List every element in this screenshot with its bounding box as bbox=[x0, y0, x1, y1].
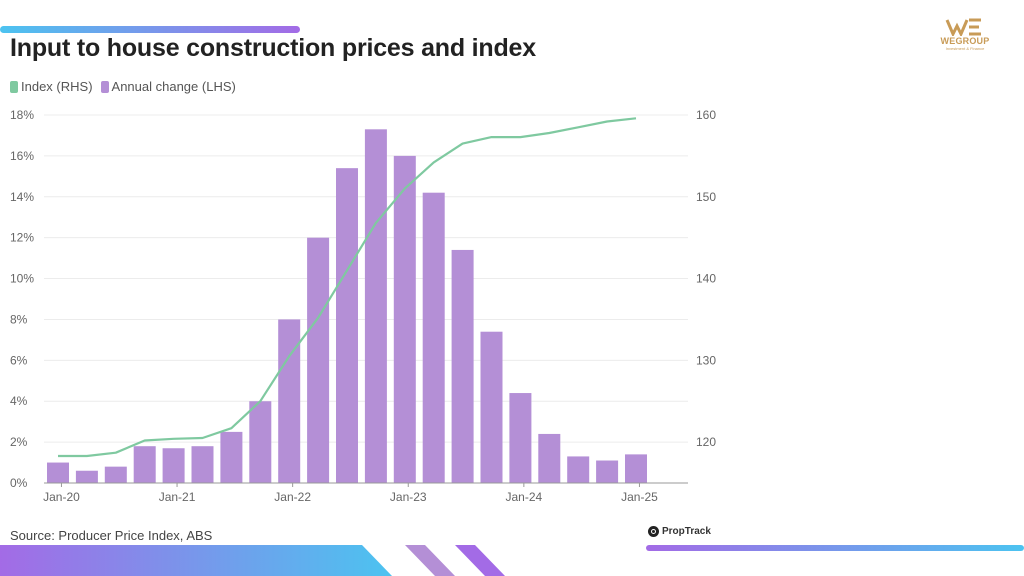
x-tick-label: Jan-20 bbox=[43, 490, 80, 504]
y-left-tick-label: 18% bbox=[10, 108, 34, 122]
y-left-tick-label: 0% bbox=[10, 476, 28, 490]
x-tick-label: Jan-22 bbox=[274, 490, 311, 504]
x-tick-label: Jan-21 bbox=[159, 490, 196, 504]
wegroup-logo-mark bbox=[945, 18, 981, 36]
bar-annual-change bbox=[509, 393, 532, 483]
y-left-tick-label: 6% bbox=[10, 353, 28, 367]
bar-annual-change bbox=[75, 470, 98, 483]
bar-annual-change bbox=[133, 446, 156, 483]
legend-label-change: Annual change (LHS) bbox=[111, 79, 236, 94]
bar-annual-change bbox=[307, 237, 330, 483]
wegroup-logo: WEGROUP Investment & Finance bbox=[930, 18, 1000, 51]
proptrack-logo: PropTrack bbox=[648, 526, 711, 537]
bar-annual-change bbox=[451, 249, 474, 483]
bar-annual-change bbox=[422, 192, 445, 483]
y-right-tick-label: 140 bbox=[696, 272, 716, 286]
x-tick-label: Jan-23 bbox=[390, 490, 427, 504]
source-note: Source: Producer Price Index, ABS bbox=[10, 528, 213, 543]
axis-layer: 0% 2% 4% 6% 8% 10% 12% 14% 16% 18% 120 130 140 150 160… bbox=[10, 108, 716, 504]
bar-annual-change bbox=[567, 456, 590, 483]
bar-annual-change bbox=[336, 168, 358, 483]
bar-annual-change bbox=[625, 454, 647, 483]
x-tick-label: Jan-24 bbox=[505, 490, 542, 504]
bar-annual-change bbox=[364, 129, 387, 484]
legend: Index (RHS) Annual change (LHS) bbox=[10, 79, 236, 94]
y-left-tick-label: 12% bbox=[10, 231, 34, 245]
logo-tagline: Investment & Finance bbox=[945, 46, 985, 51]
bar-annual-change bbox=[104, 466, 127, 483]
proptrack-icon bbox=[648, 526, 659, 537]
logo-name: WEGROUP bbox=[940, 36, 990, 46]
chart-title: Input to house construction prices and i… bbox=[10, 34, 536, 62]
legend-item-index: Index (RHS) bbox=[10, 79, 93, 94]
legend-label-index: Index (RHS) bbox=[21, 79, 93, 94]
y-left-tick-label: 4% bbox=[10, 394, 28, 408]
y-left-tick-label: 14% bbox=[10, 190, 34, 204]
bar-annual-change bbox=[162, 448, 185, 483]
proptrack-label: PropTrack bbox=[662, 526, 711, 537]
bar-annual-change bbox=[596, 460, 619, 483]
bottom-accent-line bbox=[646, 545, 1024, 551]
y-right-tick-label: 150 bbox=[696, 190, 716, 204]
bar-annual-change bbox=[393, 155, 416, 483]
legend-swatch-change bbox=[100, 80, 109, 93]
y-left-tick-label: 2% bbox=[10, 435, 28, 449]
y-right-tick-label: 160 bbox=[696, 108, 716, 122]
bars-layer bbox=[47, 129, 647, 484]
bar-annual-change bbox=[220, 431, 243, 483]
y-right-tick-label: 130 bbox=[696, 353, 716, 367]
bar-annual-change bbox=[249, 401, 272, 483]
bar-annual-change bbox=[47, 462, 69, 483]
bar-annual-change bbox=[278, 319, 301, 483]
bar-annual-change bbox=[191, 446, 214, 483]
legend-swatch-index bbox=[10, 80, 18, 93]
index-line bbox=[58, 117, 637, 458]
y-left-tick-label: 16% bbox=[10, 149, 34, 163]
line-layer bbox=[58, 117, 637, 458]
legend-item-change: Annual change (LHS) bbox=[100, 79, 236, 94]
bar-annual-change bbox=[538, 433, 561, 483]
top-accent-bar bbox=[0, 26, 300, 33]
y-left-tick-label: 8% bbox=[10, 312, 28, 326]
y-left-tick-label: 10% bbox=[10, 272, 34, 286]
x-tick-label: Jan-25 bbox=[621, 490, 658, 504]
bar-annual-change bbox=[480, 331, 503, 483]
y-right-tick-label: 120 bbox=[696, 435, 716, 449]
